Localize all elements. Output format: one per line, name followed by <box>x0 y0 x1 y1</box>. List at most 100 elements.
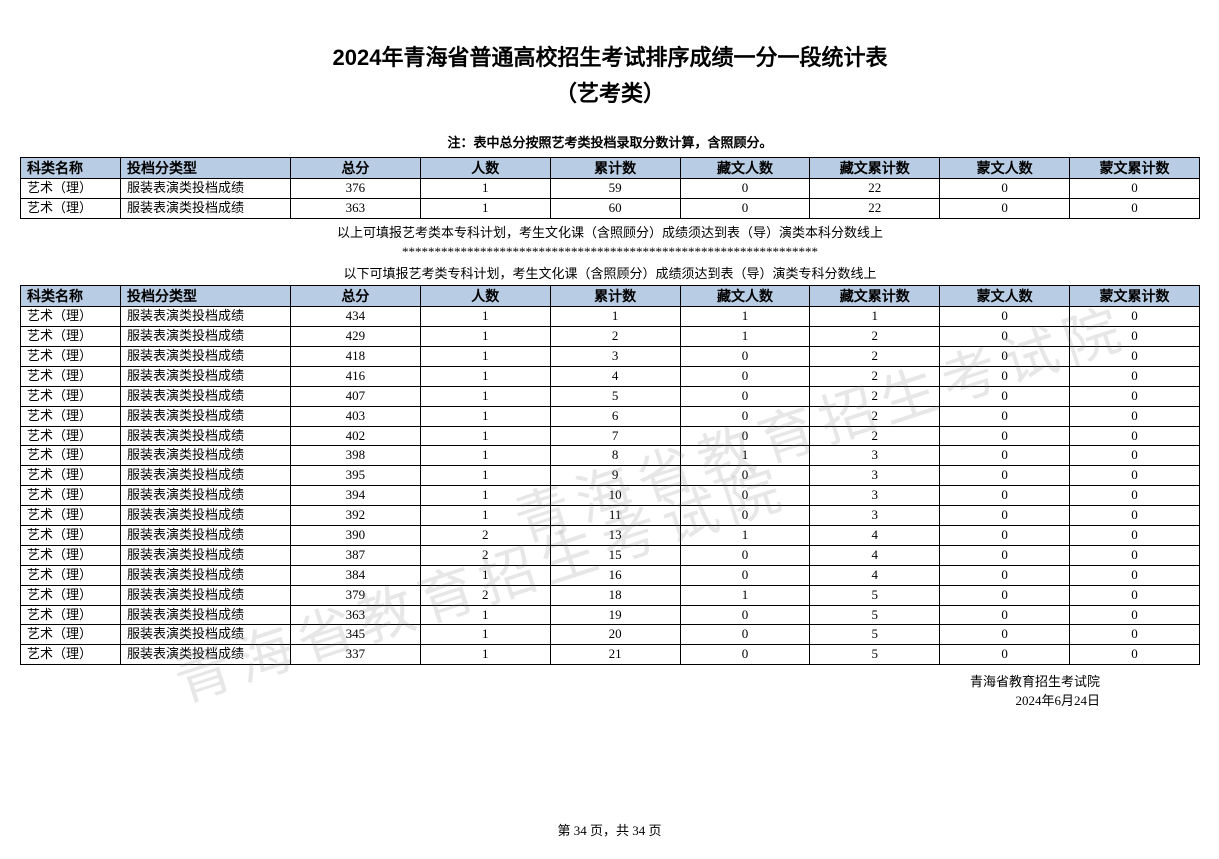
table-cell: 5 <box>810 585 940 605</box>
table-cell: 7 <box>550 426 680 446</box>
table-cell: 16 <box>550 565 680 585</box>
table-cell: 5 <box>550 386 680 406</box>
table-cell: 服装表演类投档成绩 <box>121 346 291 366</box>
table-cell: 1 <box>420 486 550 506</box>
table-cell: 0 <box>940 466 1070 486</box>
table-cell: 59 <box>550 179 680 199</box>
column-header: 藏文累计数 <box>810 285 940 306</box>
table-cell: 0 <box>940 565 1070 585</box>
column-header: 总分 <box>291 158 421 179</box>
table-cell: 1 <box>420 565 550 585</box>
table-cell: 2 <box>420 525 550 545</box>
table-cell: 363 <box>291 605 421 625</box>
table-cell: 1 <box>680 585 810 605</box>
table-row: 艺术（理）服装表演类投档成绩3941100300 <box>21 486 1200 506</box>
table-cell: 2 <box>420 545 550 565</box>
footer-date: 2024年6月24日 <box>20 690 1100 709</box>
table-cell: 0 <box>1070 545 1200 565</box>
table-cell: 艺术（理） <box>21 466 121 486</box>
table-cell: 22 <box>810 179 940 199</box>
table-cell: 艺术（理） <box>21 386 121 406</box>
score-table-1: 科类名称投档分类型总分人数累计数藏文人数藏文累计数蒙文人数蒙文累计数 艺术（理）… <box>20 157 1200 219</box>
table-cell: 0 <box>1070 426 1200 446</box>
table-cell: 376 <box>291 179 421 199</box>
table-cell: 390 <box>291 525 421 545</box>
page-container: 青海省教育招生考试院 青海省教育招生考试院 2024年青海省普通高校招生考试排序… <box>20 40 1200 709</box>
table-cell: 337 <box>291 645 421 665</box>
table-cell: 0 <box>1070 327 1200 347</box>
score-table-2: 科类名称投档分类型总分人数累计数藏文人数藏文累计数蒙文人数蒙文累计数 艺术（理）… <box>20 285 1200 665</box>
table-cell: 0 <box>680 386 810 406</box>
table-cell: 394 <box>291 486 421 506</box>
table-cell: 416 <box>291 366 421 386</box>
table-cell: 0 <box>940 605 1070 625</box>
table-cell: 4 <box>810 545 940 565</box>
column-header: 累计数 <box>550 158 680 179</box>
table-cell: 0 <box>1070 406 1200 426</box>
table-cell: 服装表演类投档成绩 <box>121 585 291 605</box>
table-cell: 艺术（理） <box>21 366 121 386</box>
table-cell: 3 <box>810 446 940 466</box>
table-cell: 363 <box>291 199 421 219</box>
table-cell: 服装表演类投档成绩 <box>121 179 291 199</box>
column-header: 蒙文累计数 <box>1070 158 1200 179</box>
table-row: 艺术（理）服装表演类投档成绩3371210500 <box>21 645 1200 665</box>
table-cell: 艺术（理） <box>21 307 121 327</box>
table-row: 艺术（理）服装表演类投档成绩398181300 <box>21 446 1200 466</box>
table-cell: 0 <box>1070 605 1200 625</box>
table-cell: 0 <box>680 486 810 506</box>
column-header: 人数 <box>420 285 550 306</box>
table-cell: 429 <box>291 327 421 347</box>
table-cell: 艺术（理） <box>21 625 121 645</box>
table-cell: 384 <box>291 565 421 585</box>
table-cell: 1 <box>420 199 550 219</box>
table-cell: 1 <box>680 446 810 466</box>
column-header: 累计数 <box>550 285 680 306</box>
table-cell: 0 <box>680 366 810 386</box>
table-cell: 11 <box>550 506 680 526</box>
table-cell: 服装表演类投档成绩 <box>121 645 291 665</box>
table-cell: 艺术（理） <box>21 179 121 199</box>
table-cell: 0 <box>1070 565 1200 585</box>
table-row: 艺术（理）服装表演类投档成绩3841160400 <box>21 565 1200 585</box>
table-cell: 0 <box>1070 386 1200 406</box>
table-cell: 服装表演类投档成绩 <box>121 199 291 219</box>
table-cell: 5 <box>810 625 940 645</box>
table-cell: 艺术（理） <box>21 545 121 565</box>
table-row: 艺术（理）服装表演类投档成绩3921110300 <box>21 506 1200 526</box>
table-cell: 20 <box>550 625 680 645</box>
table-cell: 395 <box>291 466 421 486</box>
table-row: 艺术（理）服装表演类投档成绩416140200 <box>21 366 1200 386</box>
table-cell: 407 <box>291 386 421 406</box>
table-cell: 0 <box>680 466 810 486</box>
mid-text-1: 以上可填报艺考类本专科计划，考生文化课（含照顾分）成绩须达到表（导）演类本科分数… <box>20 222 1200 241</box>
page-title-line1: 2024年青海省普通高校招生考试排序成绩一分一段统计表 <box>20 40 1200 72</box>
table-cell: 2 <box>550 327 680 347</box>
table-row: 艺术（理）服装表演类投档成绩3792181500 <box>21 585 1200 605</box>
table-cell: 1 <box>420 645 550 665</box>
table-cell: 3 <box>810 466 940 486</box>
table-cell: 服装表演类投档成绩 <box>121 327 291 347</box>
table-cell: 服装表演类投档成绩 <box>121 366 291 386</box>
footer-block: 青海省教育招生考试院 2024年6月24日 <box>20 671 1200 709</box>
column-header: 藏文人数 <box>680 285 810 306</box>
table-cell: 5 <box>810 645 940 665</box>
table-cell: 379 <box>291 585 421 605</box>
table-cell: 2 <box>810 386 940 406</box>
table-cell: 418 <box>291 346 421 366</box>
table-cell: 1 <box>680 327 810 347</box>
table-cell: 服装表演类投档成绩 <box>121 426 291 446</box>
table-cell: 0 <box>940 179 1070 199</box>
table-cell: 0 <box>680 346 810 366</box>
table-cell: 0 <box>680 199 810 219</box>
table-cell: 艺术（理） <box>21 346 121 366</box>
mid-text-2: 以下可填报艺考类专科计划，考生文化课（含照顾分）成绩须达到表（导）演类专科分数线… <box>20 263 1200 282</box>
table-cell: 0 <box>940 366 1070 386</box>
table-cell: 艺术（理） <box>21 605 121 625</box>
table-cell: 398 <box>291 446 421 466</box>
table-cell: 艺术（理） <box>21 565 121 585</box>
table-cell: 4 <box>550 366 680 386</box>
table-cell: 艺术（理） <box>21 525 121 545</box>
table-cell: 0 <box>940 486 1070 506</box>
table-cell: 0 <box>940 406 1070 426</box>
